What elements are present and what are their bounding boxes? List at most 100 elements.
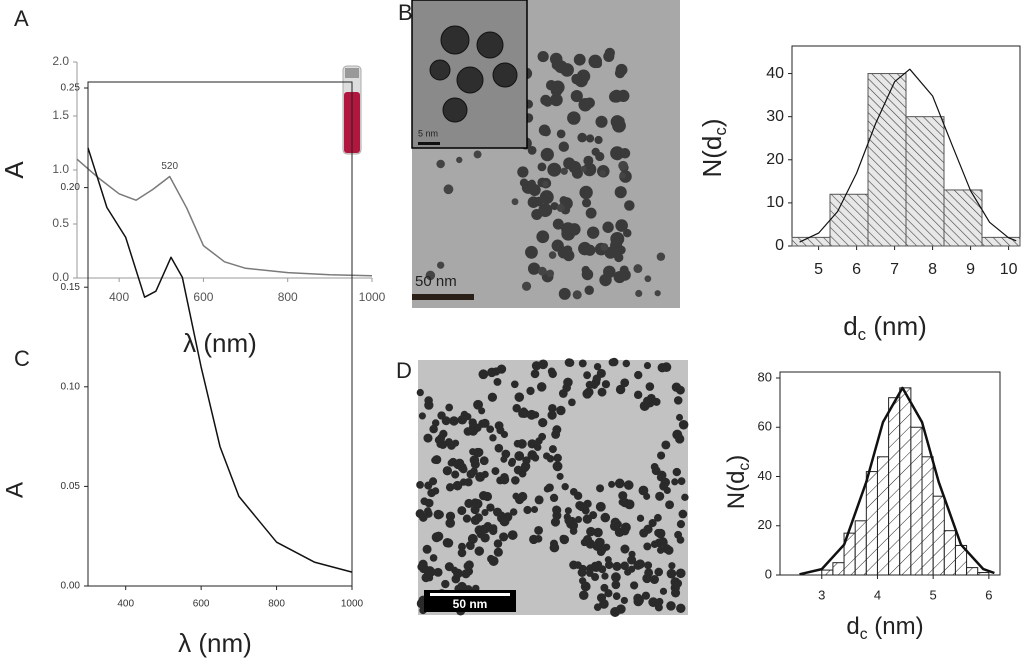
spectrum-line	[87, 147, 353, 573]
particle	[511, 198, 519, 206]
particle	[654, 290, 661, 297]
particle	[596, 593, 607, 603]
particle	[522, 456, 531, 465]
particle	[568, 520, 579, 531]
axis-label-part: c	[711, 127, 730, 135]
particle	[602, 221, 614, 233]
particle	[514, 392, 525, 402]
particle	[529, 534, 539, 545]
particle	[670, 577, 681, 587]
particle	[668, 562, 676, 570]
particle	[624, 568, 632, 576]
particle	[510, 380, 519, 389]
particle	[443, 184, 454, 195]
particle	[536, 382, 547, 392]
particle	[603, 50, 615, 62]
particle	[558, 141, 570, 152]
particle	[514, 451, 525, 461]
particle	[612, 118, 626, 133]
particle	[586, 226, 600, 239]
particle	[553, 453, 562, 463]
particle	[445, 511, 456, 521]
particle	[600, 512, 611, 523]
y-tick-label: 80	[758, 369, 772, 384]
particle	[599, 273, 612, 287]
particle	[583, 371, 592, 380]
particle	[494, 443, 504, 453]
histogram-bar	[981, 236, 1021, 247]
particle	[487, 554, 495, 563]
y-tick-label: 30	[766, 108, 784, 125]
particle	[479, 456, 489, 466]
axis-label: N(dc)	[697, 118, 730, 177]
particle	[552, 461, 563, 472]
y-tick-label: 40	[766, 65, 784, 82]
particle	[574, 515, 583, 524]
particle	[644, 568, 654, 578]
particle	[634, 370, 643, 380]
scale-bar	[430, 593, 510, 596]
x-tick-label: 6	[985, 587, 992, 602]
particle	[548, 251, 557, 259]
particle	[493, 377, 502, 386]
x-tick-label: 1000	[359, 290, 386, 304]
particle	[600, 243, 609, 251]
particle	[416, 481, 424, 489]
particle	[458, 542, 466, 551]
particle	[463, 561, 472, 571]
particle	[579, 590, 589, 601]
particle	[590, 381, 599, 389]
particle	[593, 527, 603, 538]
particle	[418, 412, 426, 420]
particle	[635, 559, 645, 569]
histogram-bar	[910, 426, 923, 576]
particle	[416, 388, 424, 397]
y-tick-label: 0.5	[52, 216, 69, 230]
scale-bar	[412, 294, 474, 300]
particle	[561, 226, 576, 241]
particle	[597, 387, 607, 397]
particle	[534, 525, 544, 535]
x-tick-label: 800	[278, 290, 298, 304]
particle	[596, 484, 605, 493]
particle	[586, 564, 595, 573]
x-tick-label: 5	[930, 587, 937, 602]
particle	[569, 488, 578, 496]
particle	[581, 268, 594, 281]
particle	[666, 568, 677, 579]
particle	[528, 184, 541, 197]
particle	[472, 499, 483, 509]
particle	[445, 518, 456, 528]
particle	[651, 466, 661, 476]
particle	[601, 380, 611, 389]
x-tick-label: 600	[193, 599, 210, 610]
particle	[492, 367, 501, 376]
particle	[531, 208, 543, 221]
axis-label-part: N(d	[697, 136, 727, 178]
y-axis-label: A	[1, 482, 28, 498]
axis-label-part: )	[697, 118, 727, 127]
particle	[673, 396, 683, 405]
particle	[665, 500, 675, 510]
particle	[599, 169, 606, 177]
fit-curve	[799, 386, 995, 576]
particle	[657, 451, 666, 460]
particle	[432, 455, 442, 465]
particle	[556, 405, 566, 416]
particle	[614, 68, 626, 79]
particle	[613, 270, 626, 284]
particle	[433, 567, 443, 577]
histogram-bar	[943, 530, 956, 576]
axis-label-part: d	[843, 311, 857, 341]
y-tick-label: 0.20	[61, 182, 81, 193]
particle	[566, 358, 575, 367]
histogram-bar	[977, 572, 990, 576]
panel-label: B	[398, 0, 413, 25]
particle	[551, 429, 561, 439]
panel-label: D	[396, 358, 412, 383]
particle	[429, 59, 451, 81]
particle	[578, 359, 587, 368]
particle	[474, 546, 485, 556]
particle	[582, 162, 597, 177]
particle	[564, 507, 572, 515]
